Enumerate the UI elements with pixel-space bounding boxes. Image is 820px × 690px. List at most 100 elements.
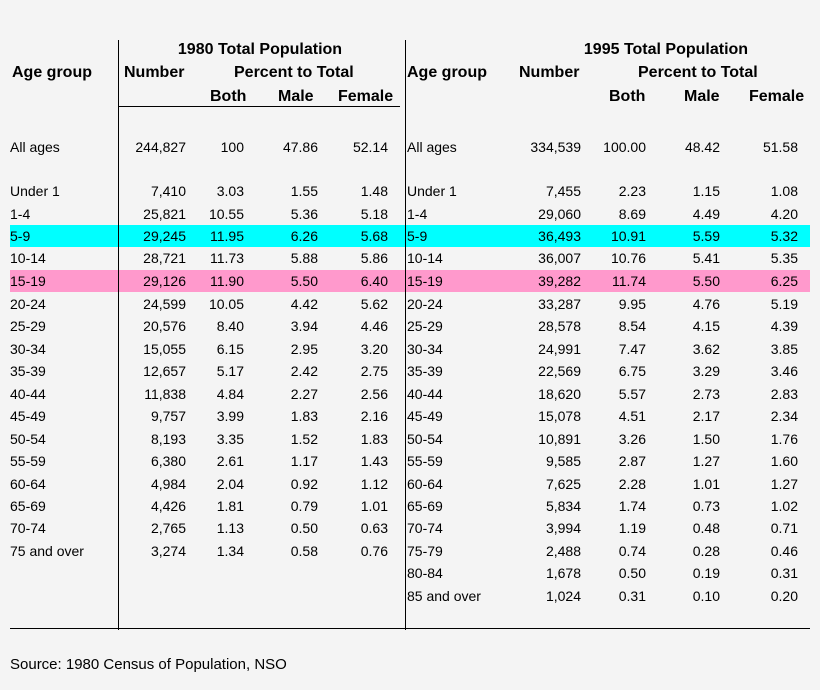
cell-1980-number: 4,426 xyxy=(150,498,186,514)
cell-1980-female: 5.62 xyxy=(360,296,388,312)
cell-1980-age-group: Under 1 xyxy=(10,183,60,199)
cell-1980-age-group: 55-59 xyxy=(10,453,46,469)
cell-1980-both: 11.90 xyxy=(210,273,244,289)
title-1980: 1980 Total Population xyxy=(177,41,343,58)
cell-1995-age-group: 1-4 xyxy=(407,206,428,222)
cell-1980-female: 1.48 xyxy=(360,183,388,199)
cell-1980-male: 0.58 xyxy=(290,543,318,559)
cell-1980-age-group: 1-4 xyxy=(10,206,31,222)
male-header-1995: Male xyxy=(684,88,720,105)
cell-1995-male: 4.76 xyxy=(692,296,720,312)
cell-1980-age-group: 70-74 xyxy=(10,520,46,536)
cell-1995-female: 51.58 xyxy=(762,139,798,155)
cell-1980-number: 29,245 xyxy=(143,228,186,244)
cell-1980-age-group: All ages xyxy=(10,139,60,155)
cell-1980-both: 6.15 xyxy=(216,341,244,357)
cell-1995-female: 2.83 xyxy=(770,386,798,402)
cell-1980-number: 9,757 xyxy=(150,408,186,424)
title-1995: 1995 Total Population xyxy=(583,41,749,58)
cell-1995-male: 3.62 xyxy=(692,341,720,357)
cell-1995-number: 7,455 xyxy=(545,183,581,199)
cell-1980-both: 10.55 xyxy=(208,206,244,222)
cell-1980-number: 4,984 xyxy=(150,476,186,492)
cell-1995-male: 5.41 xyxy=(692,250,720,266)
cell-1980-male: 1.83 xyxy=(290,408,318,424)
cell-1995-number: 39,282 xyxy=(538,273,581,289)
cell-1980-female: 2.16 xyxy=(360,408,388,424)
cell-1995-age-group: 75-79 xyxy=(407,543,443,559)
cell-1995-female: 1.27 xyxy=(770,476,798,492)
cell-1995-female: 5.35 xyxy=(770,250,798,266)
cell-1980-number: 8,193 xyxy=(150,431,186,447)
cell-1980-male: 1.52 xyxy=(290,431,318,447)
cell-1995-age-group: 70-74 xyxy=(407,520,443,536)
cell-1980-female: 0.63 xyxy=(360,520,388,536)
cell-1980-female: 5.86 xyxy=(360,250,388,266)
cell-1995-both: 3.26 xyxy=(618,431,646,447)
cell-1995-number: 18,620 xyxy=(538,386,581,402)
cell-1995-female: 3.85 xyxy=(770,341,798,357)
cell-1995-number: 334,539 xyxy=(530,139,581,155)
cell-1995-age-group: 10-14 xyxy=(407,250,443,266)
cell-1995-age-group: 60-64 xyxy=(407,476,443,492)
cell-1980-age-group: 65-69 xyxy=(10,498,46,514)
cell-1995-age-group: 5-9 xyxy=(407,228,428,244)
cell-1995-number: 1,678 xyxy=(545,565,581,581)
number-header-1995: Number xyxy=(519,64,580,81)
cell-1980-age-group: 15-19 xyxy=(10,273,46,289)
cell-1995-both: 2.28 xyxy=(618,476,646,492)
cell-1995-male: 0.19 xyxy=(692,565,720,581)
cell-1980-male: 1.55 xyxy=(290,183,318,199)
age-group-header-1995: Age group xyxy=(407,64,487,81)
cell-1980-number: 3,274 xyxy=(150,543,186,559)
cell-1995-male: 1.15 xyxy=(692,183,720,199)
cell-1995-age-group: 40-44 xyxy=(407,386,443,402)
cell-1995-age-group: 65-69 xyxy=(407,498,443,514)
cell-1995-both: 0.50 xyxy=(618,565,646,581)
cell-1980-female: 1.12 xyxy=(360,476,388,492)
cell-1980-age-group: 50-54 xyxy=(10,431,46,447)
cell-1980-number: 12,657 xyxy=(143,363,186,379)
cell-1980-both: 11.73 xyxy=(210,250,244,266)
cell-1995-age-group: 85 and over xyxy=(407,588,481,604)
cell-1995-number: 29,060 xyxy=(538,206,581,222)
cell-1995-female: 0.31 xyxy=(770,565,798,581)
column-divider-left xyxy=(118,40,119,630)
cell-1980-male: 2.95 xyxy=(290,341,318,357)
percent-header-1980: Percent to Total xyxy=(234,64,354,81)
cell-1995-male: 1.27 xyxy=(692,453,720,469)
cell-1995-male: 1.01 xyxy=(692,476,720,492)
cell-1995-female: 1.60 xyxy=(770,453,798,469)
cell-1980-female: 1.83 xyxy=(360,431,388,447)
cell-1995-age-group: 45-49 xyxy=(407,408,443,424)
cell-1995-female: 3.46 xyxy=(770,363,798,379)
cell-1995-both: 10.91 xyxy=(610,228,646,244)
cell-1980-both: 1.13 xyxy=(216,520,244,536)
cell-1995-both: 7.47 xyxy=(618,341,646,357)
cell-1995-female: 5.32 xyxy=(770,228,798,244)
source-note: Source: 1980 Census of Population, NSO xyxy=(10,656,287,673)
cell-1995-age-group: 15-19 xyxy=(407,273,443,289)
cell-1995-both: 2.23 xyxy=(618,183,646,199)
cell-1995-both: 0.31 xyxy=(618,588,646,604)
cell-1995-age-group: 25-29 xyxy=(407,318,443,334)
cell-1980-both: 8.40 xyxy=(216,318,244,334)
cell-1995-both: 8.54 xyxy=(618,318,646,334)
cell-1980-age-group: 60-64 xyxy=(10,476,46,492)
cell-1995-number: 36,007 xyxy=(538,250,581,266)
cell-1995-female: 0.71 xyxy=(770,520,798,536)
cell-1980-female: 5.18 xyxy=(360,206,388,222)
cell-1980-female: 3.20 xyxy=(360,341,388,357)
cell-1980-number: 24,599 xyxy=(143,296,186,312)
cell-1980-male: 6.26 xyxy=(290,228,318,244)
cell-1995-female: 4.39 xyxy=(770,318,798,334)
cell-1995-both: 9.95 xyxy=(618,296,646,312)
cell-1995-number: 24,991 xyxy=(538,341,581,357)
cell-1980-number: 2,765 xyxy=(150,520,186,536)
cell-1980-both: 2.04 xyxy=(216,476,244,492)
cell-1980-male: 2.27 xyxy=(290,386,318,402)
cell-1995-female: 4.20 xyxy=(770,206,798,222)
cell-1980-male: 3.94 xyxy=(290,318,318,334)
cell-1980-age-group: 35-39 xyxy=(10,363,46,379)
header-underline-1980 xyxy=(118,106,400,107)
